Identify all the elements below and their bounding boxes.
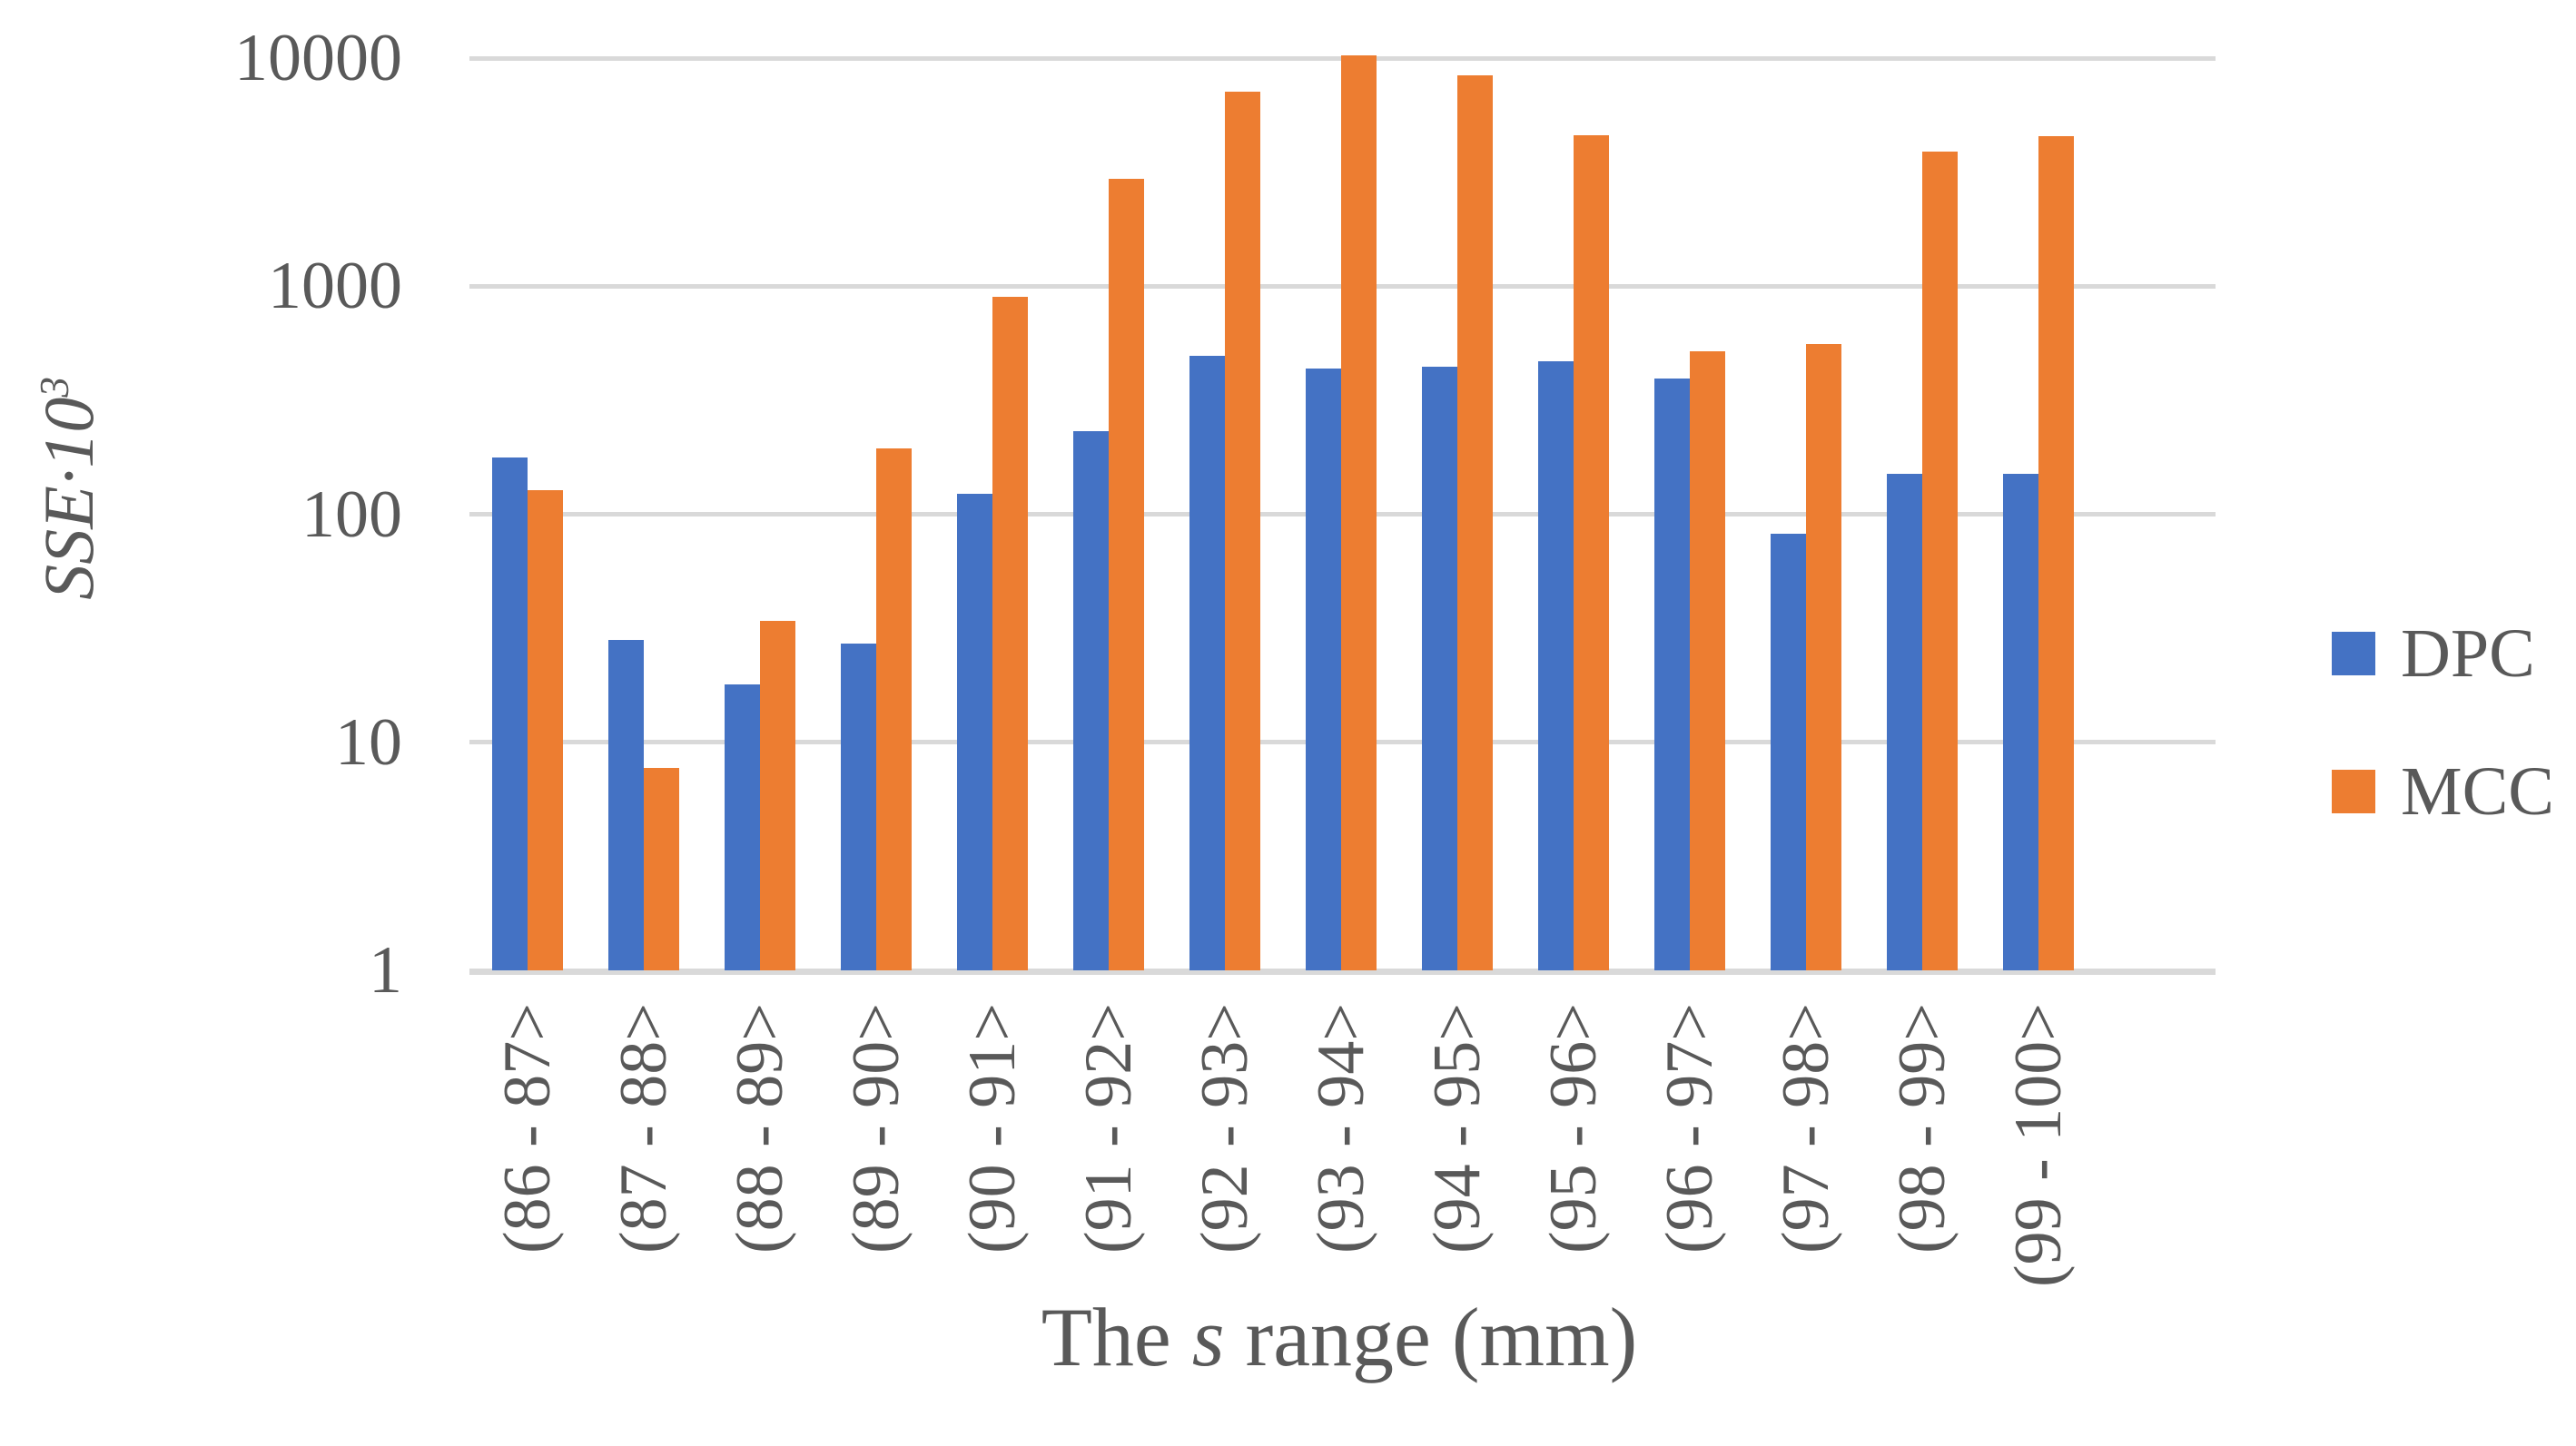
mcc-bar [527, 489, 563, 970]
mcc-bar [759, 621, 795, 970]
x-tick-label: (86 - 87> [489, 1003, 566, 1294]
dpc-bar [1770, 534, 1806, 970]
x-tick-label: (87 - 88> [606, 1003, 682, 1294]
legend-swatch-dpc [2332, 632, 2375, 675]
dpc-bar [1072, 430, 1109, 970]
x-tick-label-text: (91 - 92> [1071, 1003, 1146, 1254]
legend-item-mcc: MCC [2332, 753, 2554, 830]
mcc-bar [2038, 135, 2074, 970]
mcc-bar [1689, 350, 1725, 970]
mcc-bar [1921, 152, 1958, 970]
x-tick-label: (91 - 92> [1071, 1003, 1147, 1294]
legend: DPC MCC [2332, 615, 2554, 902]
y-tick-label: 100 [301, 477, 402, 552]
mcc-bar [1108, 179, 1144, 970]
mcc-bar [643, 768, 679, 970]
dpc-bar [956, 493, 992, 970]
mcc-bar [1573, 135, 1609, 970]
x-tick-label-text: (95 - 96> [1535, 1003, 1611, 1254]
x-tick-label-text: (98 - 99> [1884, 1003, 1959, 1254]
x-tick-label-text: (99 - 100> [2000, 1003, 2076, 1288]
x-tick-label-text: (89 - 90> [838, 1003, 913, 1254]
mcc-bar [1456, 75, 1493, 970]
y-tick-label: 1 [369, 933, 402, 1008]
legend-swatch-mcc [2332, 770, 2375, 813]
dpc-bar [491, 457, 528, 970]
x-tick-label: (89 - 90> [838, 1003, 914, 1294]
y-tick-label: 1000 [268, 249, 402, 324]
x-tick-label-text: (96 - 97> [1652, 1003, 1727, 1254]
y-tick-label: 10 [335, 704, 402, 780]
x-tick-label: (88 - 89> [722, 1003, 798, 1294]
x-tick-label-text: (94 - 95> [1419, 1003, 1495, 1254]
y-tick-label: 10000 [234, 21, 402, 95]
x-tick-label-text: (90 - 91> [954, 1003, 1030, 1254]
x-tick-label-text: (92 - 93> [1187, 1003, 1262, 1254]
x-tick-label-text: (86 - 87> [489, 1003, 565, 1254]
x-tick-label: (98 - 99> [1884, 1003, 1960, 1294]
x-tick-label-text: (93 - 94> [1303, 1003, 1378, 1254]
legend-item-dpc: DPC [2332, 615, 2554, 692]
x-axis-title-pre: The [1041, 1291, 1192, 1383]
mcc-bar [992, 296, 1028, 970]
dpc-bar [607, 640, 644, 970]
legend-label: DPC [2401, 615, 2535, 692]
gridline [469, 968, 2216, 975]
x-tick-label: (90 - 91> [954, 1003, 1031, 1294]
legend-label: MCC [2401, 753, 2554, 830]
x-tick-label: (94 - 95> [1419, 1003, 1495, 1294]
dpc-bar [1421, 367, 1457, 970]
x-tick-label: (92 - 93> [1187, 1003, 1263, 1294]
dpc-bar [1189, 355, 1225, 970]
dpc-bar [1305, 368, 1341, 970]
x-axis-title-italic: s [1191, 1291, 1225, 1383]
mcc-bar [875, 448, 912, 970]
x-tick-label-text: (97 - 98> [1768, 1003, 1843, 1254]
x-tick-label: (96 - 97> [1652, 1003, 1728, 1294]
dpc-bar [2002, 474, 2038, 970]
y-axis-title-exponent: 3 [32, 377, 77, 398]
x-tick-label-text: (88 - 89> [722, 1003, 797, 1254]
dpc-bar [1653, 378, 1690, 970]
dpc-bar [724, 684, 760, 970]
dpc-bar [1886, 474, 1922, 970]
dpc-bar [840, 644, 876, 970]
x-axis-title-post: range (mm) [1224, 1291, 1638, 1383]
mcc-bar [1805, 344, 1841, 970]
x-tick-label: (97 - 98> [1768, 1003, 1844, 1294]
x-tick-label: (95 - 96> [1535, 1003, 1612, 1294]
plot-area [469, 54, 2216, 975]
x-tick-label-text: (87 - 88> [606, 1003, 681, 1254]
x-tick-label: (99 - 100> [2000, 1003, 2077, 1294]
dpc-bar [1537, 360, 1574, 970]
x-tick-label: (93 - 94> [1303, 1003, 1379, 1294]
mcc-bar [1224, 92, 1260, 970]
x-axis-title: The s range (mm) [962, 1289, 1716, 1385]
mcc-bar [1340, 54, 1377, 970]
